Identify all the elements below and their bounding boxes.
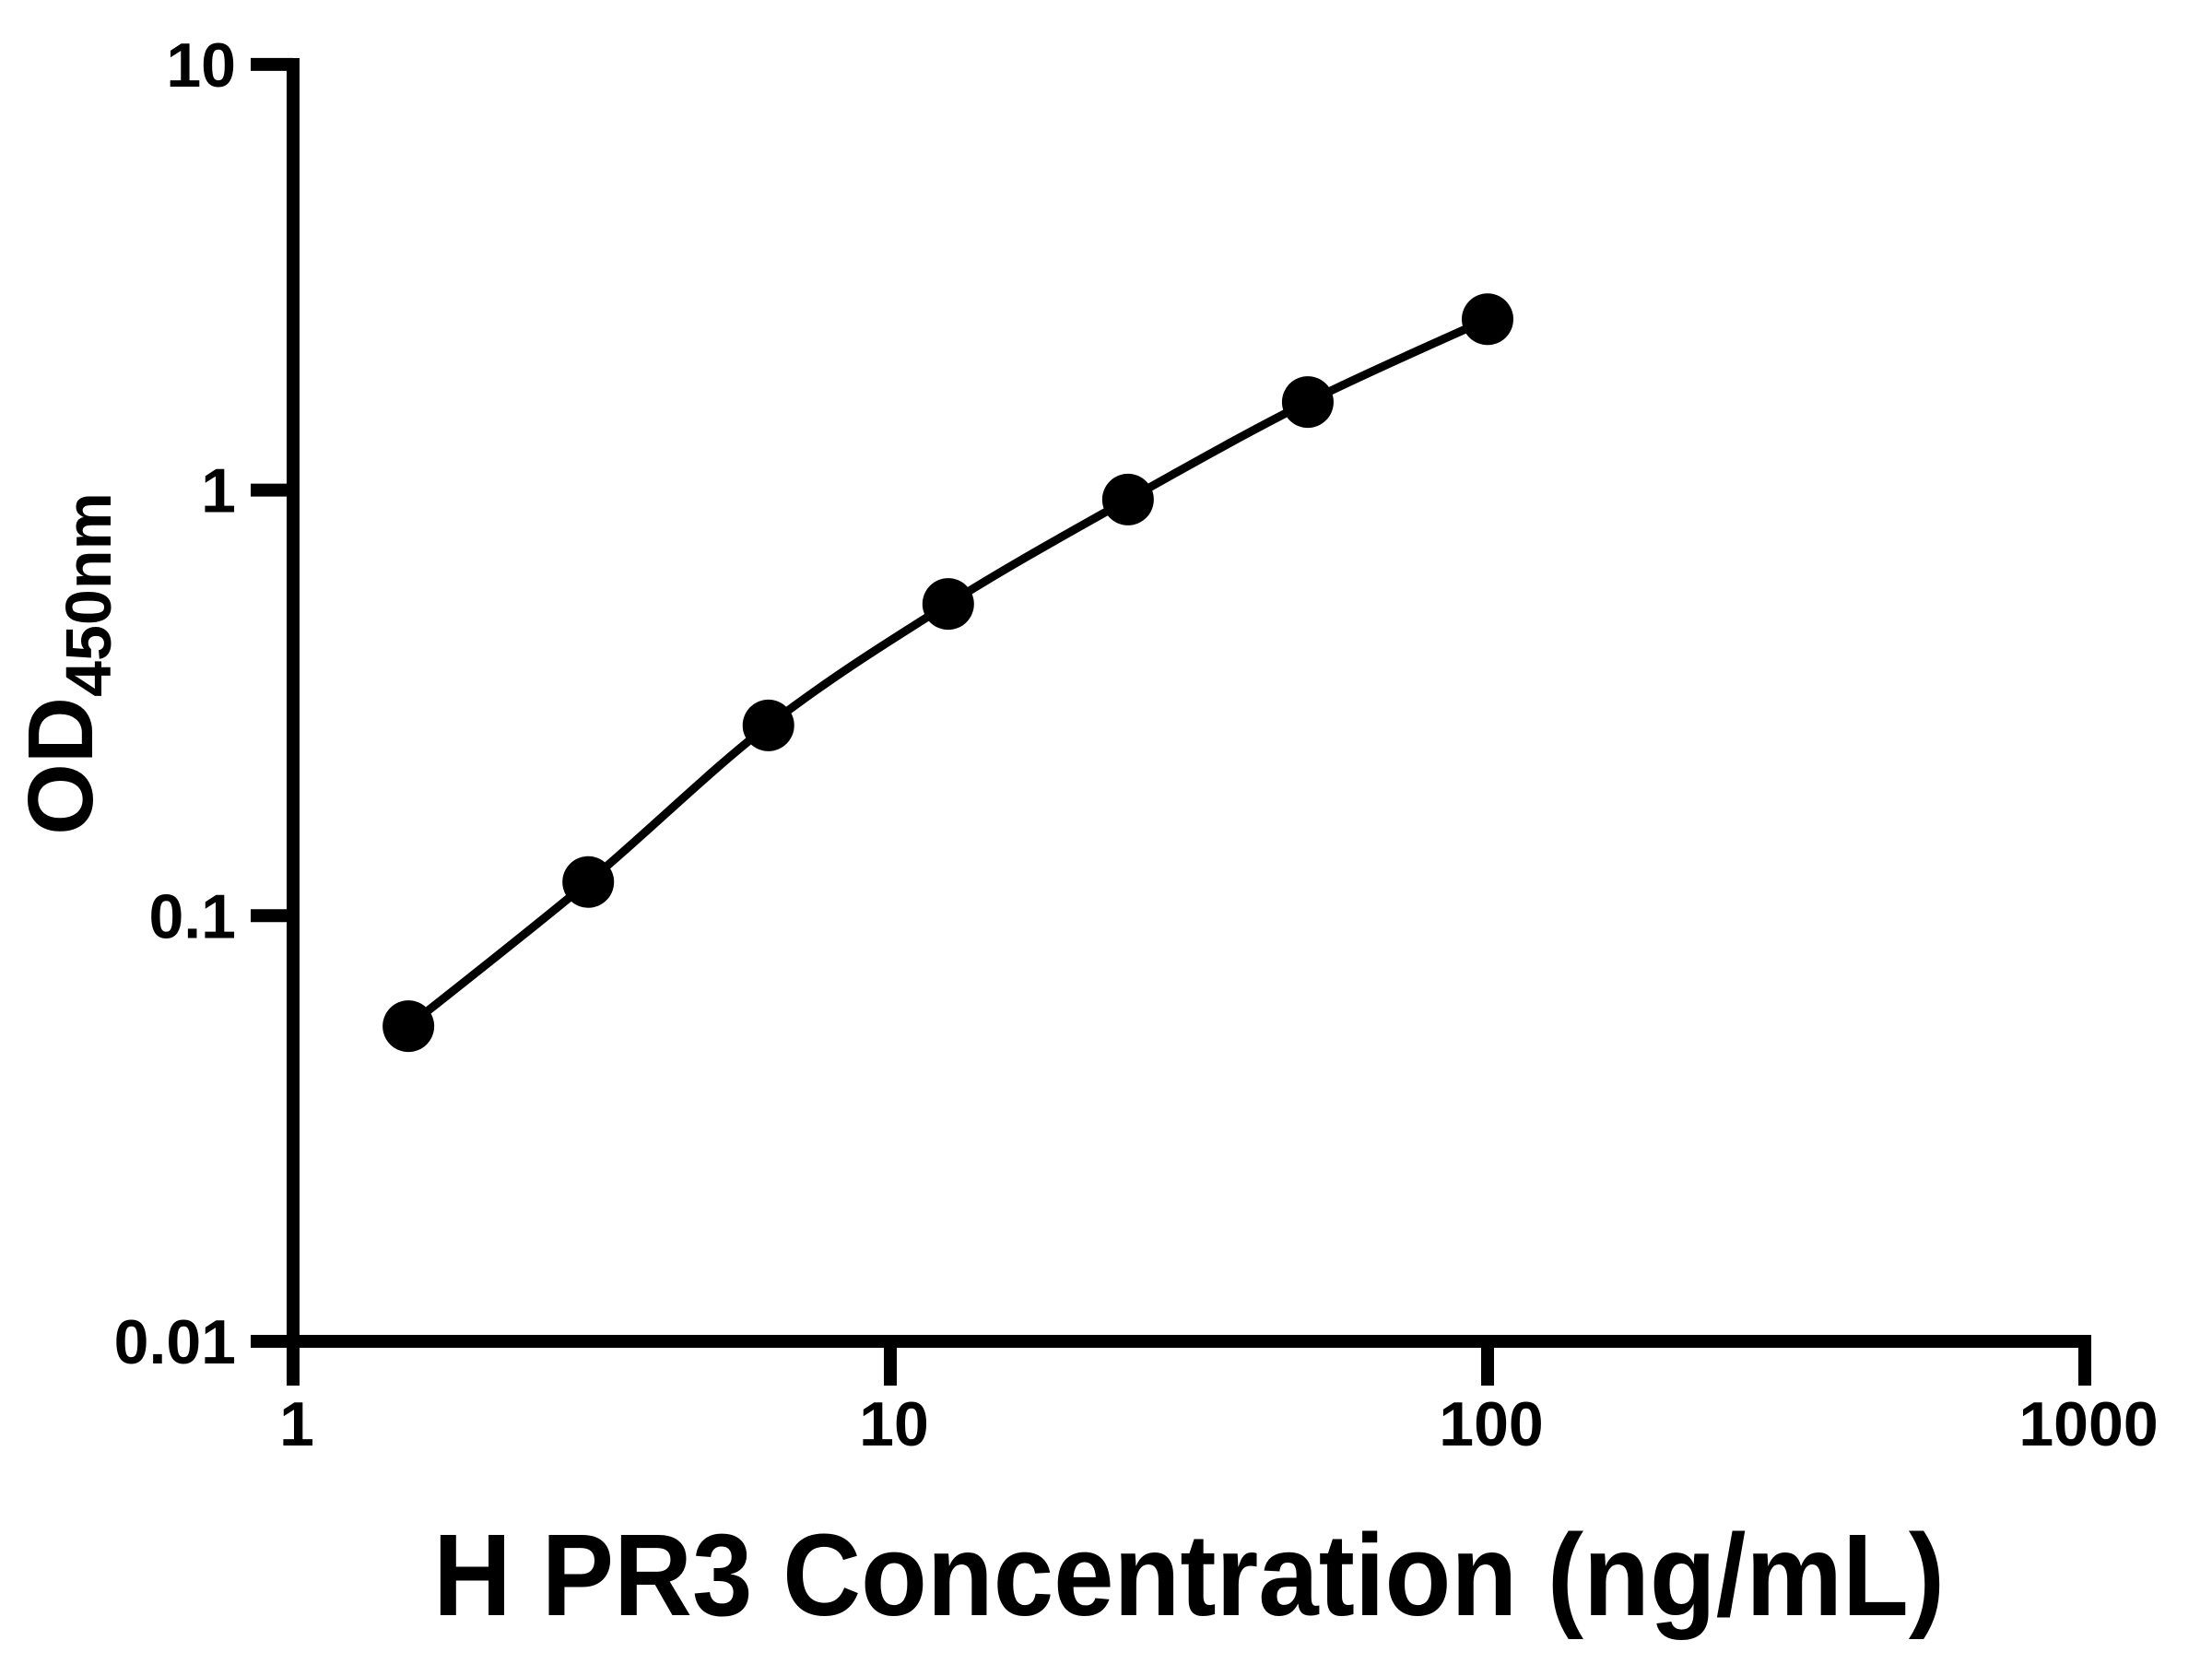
x-tick-label: 100 [1439,1389,1543,1459]
x-axis-tick-labels: 1 10 100 1000 [279,1389,2159,1459]
x-tick-label: 1 [279,1389,314,1459]
y-tick-label: 0.1 [148,881,236,951]
data-point-marker [1281,376,1334,429]
x-axis-title: H PR3 Concentration (ng/mL) [433,1510,1945,1640]
y-tick-label: 1 [201,456,236,526]
y-axis-title-main: OD [9,697,112,835]
data-series [382,293,1513,1053]
y-axis-tick-labels: 10 1 0.1 0.01 [114,30,236,1377]
data-point-marker [742,699,794,751]
y-axis-title-subscript: 450nm [53,492,124,697]
x-axis-ticks [287,1341,2091,1386]
data-point-marker [1462,293,1513,346]
data-point-marker [382,1000,435,1053]
y-tick-label: 0.01 [114,1307,236,1377]
y-axis-ticks [251,57,293,1348]
data-point-marker [562,856,615,908]
y-tick-label: 10 [166,30,236,100]
x-tick-label: 10 [859,1389,929,1459]
y-axis-title: OD450nm [9,492,124,835]
x-tick-label: 1000 [2018,1389,2158,1459]
curve-line [406,315,1489,1030]
data-point-marker [922,578,974,631]
data-point-marker [1101,473,1154,525]
